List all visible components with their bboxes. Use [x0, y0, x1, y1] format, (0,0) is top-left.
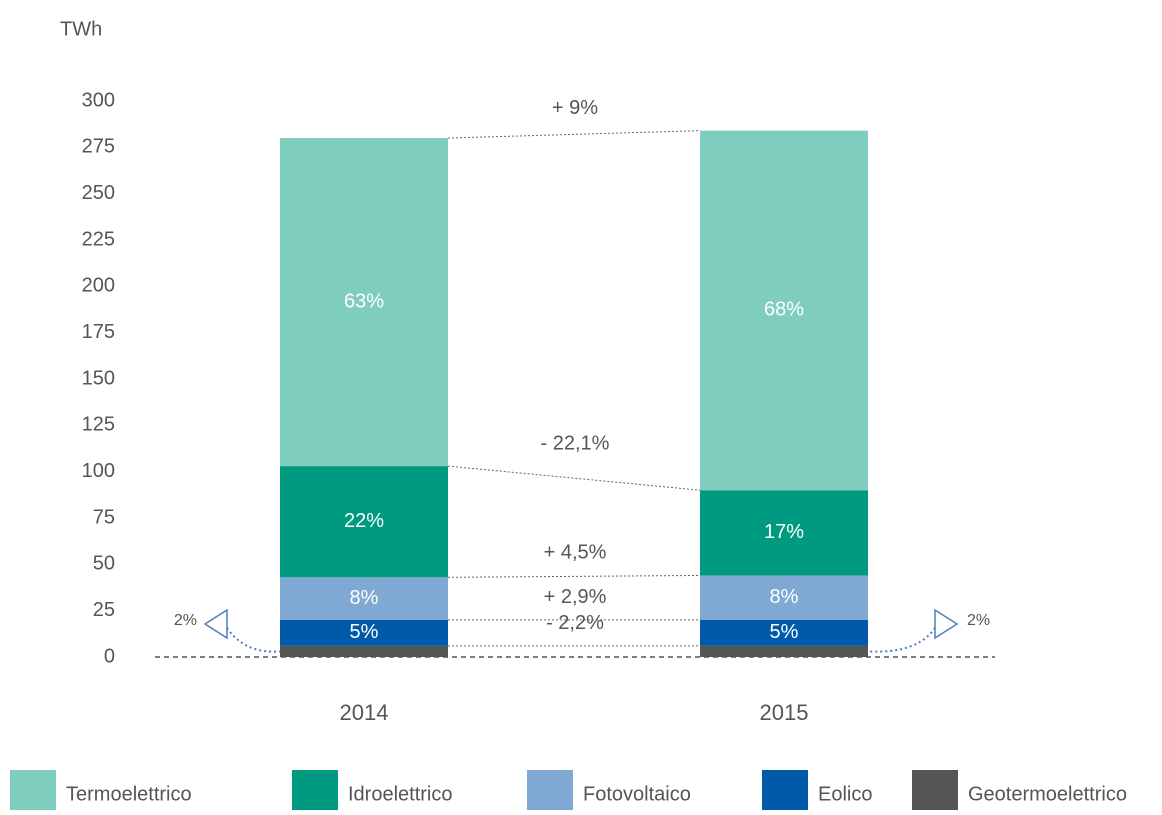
- bar-segment: [280, 466, 448, 578]
- connector: [447, 574, 701, 578]
- bar-segment: [700, 490, 868, 576]
- y-tick-label: 175: [82, 321, 115, 343]
- y-tick-label: 25: [93, 599, 115, 621]
- change-label: - 22,1%: [541, 432, 610, 454]
- share-label: 8%: [350, 587, 379, 609]
- share-label: 5%: [770, 621, 799, 643]
- bar-segment: [280, 619, 448, 646]
- legend-swatch: [292, 770, 338, 815]
- y-tick-label: 150: [82, 367, 115, 389]
- legend-swatch: [527, 770, 573, 815]
- bar-segment: [700, 575, 868, 620]
- legend-swatch: [10, 770, 56, 815]
- y-tick-label: 50: [93, 553, 115, 575]
- share-label: 17%: [764, 521, 804, 543]
- bar-segment: [280, 138, 448, 467]
- legend-swatch: [912, 770, 958, 815]
- share-label: 8%: [770, 586, 799, 608]
- legend-label: Idroelettrico: [348, 783, 453, 805]
- y-tick-label: 75: [93, 506, 115, 528]
- callout-arrow: [203, 608, 228, 640]
- y-tick-label: 200: [82, 275, 115, 297]
- bar-segment: [700, 130, 868, 491]
- share-label: 2%: [174, 612, 197, 629]
- y-tick-label: 125: [82, 414, 115, 436]
- legend-label: Eolico: [818, 783, 872, 805]
- change-label: + 2,9%: [544, 586, 607, 608]
- change-label: + 9%: [552, 97, 598, 119]
- y-axis-label: TWh: [60, 18, 102, 40]
- y-tick-label: 275: [82, 136, 115, 158]
- change-label: - 2,2%: [546, 612, 604, 634]
- legend-label: Geotermoelettrico: [968, 783, 1127, 805]
- bar-segment: [280, 577, 448, 620]
- connector: [447, 130, 701, 139]
- callout-line: [867, 627, 936, 653]
- connector: [447, 465, 701, 491]
- y-tick-label: 0: [104, 645, 115, 667]
- share-label: 2%: [967, 612, 990, 629]
- x-tick-label: 2015: [760, 700, 809, 725]
- callout-arrow: [934, 608, 959, 640]
- share-label: 22%: [344, 510, 384, 532]
- legend-label: Fotovoltaico: [583, 783, 691, 805]
- callout-line: [226, 627, 281, 653]
- y-tick-label: 100: [82, 460, 115, 482]
- share-label: 68%: [764, 299, 804, 321]
- bar-segment: [700, 645, 868, 657]
- change-label: + 4,5%: [544, 542, 607, 564]
- share-label: 63%: [344, 290, 384, 312]
- legend-swatch: [762, 770, 808, 815]
- y-tick-label: 250: [82, 182, 115, 204]
- legend-label: Termoelettrico: [66, 783, 192, 805]
- x-tick-label: 2014: [340, 700, 389, 725]
- y-tick-label: 300: [82, 89, 115, 111]
- share-label: 5%: [350, 621, 379, 643]
- bar-segment: [280, 645, 448, 657]
- bar-segment: [700, 619, 868, 646]
- y-tick-label: 225: [82, 228, 115, 250]
